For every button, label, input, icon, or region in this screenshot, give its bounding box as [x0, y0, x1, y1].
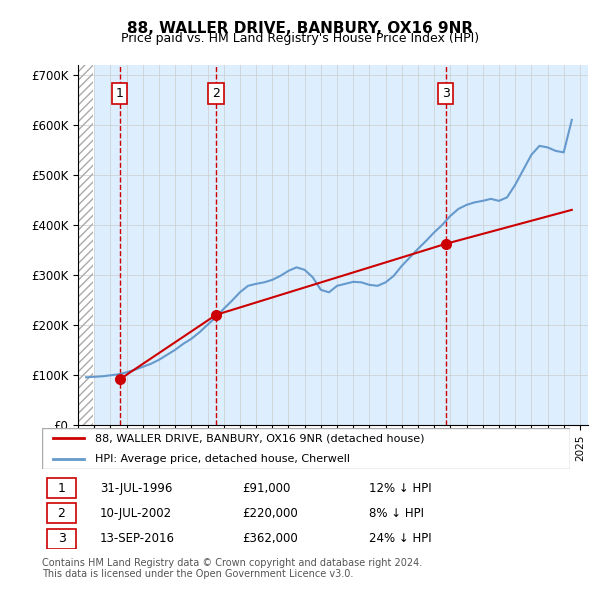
- Text: 2: 2: [58, 507, 65, 520]
- Text: £362,000: £362,000: [242, 532, 298, 545]
- Text: 3: 3: [442, 87, 449, 100]
- Text: 31-JUL-1996: 31-JUL-1996: [100, 481, 172, 494]
- FancyBboxPatch shape: [47, 529, 76, 549]
- Text: Price paid vs. HM Land Registry's House Price Index (HPI): Price paid vs. HM Land Registry's House …: [121, 32, 479, 45]
- FancyBboxPatch shape: [47, 503, 76, 523]
- Text: 1: 1: [58, 481, 65, 494]
- Text: 88, WALLER DRIVE, BANBURY, OX16 9NR: 88, WALLER DRIVE, BANBURY, OX16 9NR: [127, 21, 473, 35]
- Text: 2: 2: [212, 87, 220, 100]
- Text: 1: 1: [116, 87, 124, 100]
- FancyBboxPatch shape: [42, 428, 570, 469]
- Text: 13-SEP-2016: 13-SEP-2016: [100, 532, 175, 545]
- Text: HPI: Average price, detached house, Cherwell: HPI: Average price, detached house, Cher…: [95, 454, 350, 464]
- Text: £220,000: £220,000: [242, 507, 298, 520]
- Text: 10-JUL-2002: 10-JUL-2002: [100, 507, 172, 520]
- Bar: [78, 65, 92, 425]
- Text: 8% ↓ HPI: 8% ↓ HPI: [370, 507, 424, 520]
- Text: 24% ↓ HPI: 24% ↓ HPI: [370, 532, 432, 545]
- Bar: [78, 65, 92, 425]
- Text: 12% ↓ HPI: 12% ↓ HPI: [370, 481, 432, 494]
- Text: 88, WALLER DRIVE, BANBURY, OX16 9NR (detached house): 88, WALLER DRIVE, BANBURY, OX16 9NR (det…: [95, 433, 424, 443]
- Text: 3: 3: [58, 532, 65, 545]
- Text: Contains HM Land Registry data © Crown copyright and database right 2024.
This d: Contains HM Land Registry data © Crown c…: [42, 558, 422, 579]
- Text: £91,000: £91,000: [242, 481, 291, 494]
- FancyBboxPatch shape: [47, 478, 76, 498]
